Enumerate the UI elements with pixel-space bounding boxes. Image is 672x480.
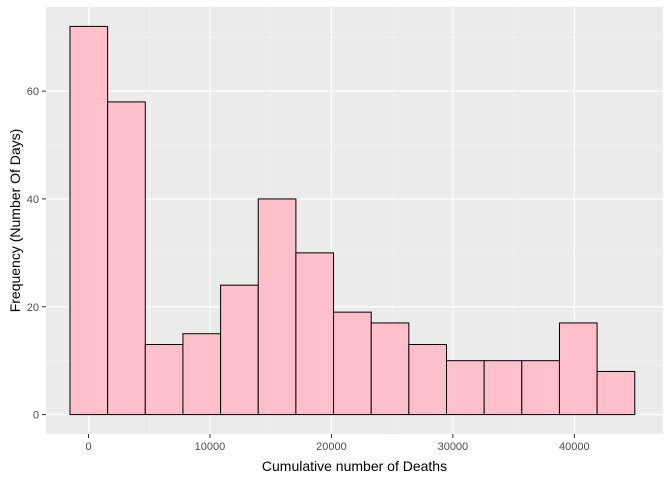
histogram-bar — [521, 360, 560, 416]
histogram-bar — [596, 370, 636, 416]
x-tick-label: 40000 — [559, 441, 590, 453]
histogram-bars — [69, 25, 636, 416]
x-axis: 0 10000 20000 30000 40000 — [85, 434, 590, 453]
y-axis: 0 20 40 60 — [27, 86, 46, 422]
y-tick-label: 40 — [27, 194, 39, 206]
y-tick-label: 0 — [33, 410, 39, 422]
histogram-bar — [446, 360, 485, 416]
histogram-bar — [333, 311, 372, 416]
x-tick-label: 20000 — [316, 441, 347, 453]
x-tick-label: 10000 — [195, 441, 226, 453]
y-axis-title: Frequency (Number Of Days) — [7, 129, 23, 313]
histogram-bar — [295, 252, 335, 416]
x-tick-label: 0 — [85, 441, 91, 453]
histogram-bar — [144, 344, 184, 416]
histogram-bar — [182, 333, 222, 416]
x-tick-label: 30000 — [438, 441, 469, 453]
x-axis-title: Cumulative number of Deaths — [262, 458, 447, 474]
histogram-bar — [483, 360, 523, 416]
histogram-bar — [558, 322, 598, 416]
histogram-bar — [408, 344, 448, 416]
histogram-bar — [370, 322, 410, 416]
histogram-bar — [69, 25, 109, 416]
histogram-bar — [220, 284, 259, 416]
histogram-bar — [107, 101, 146, 416]
y-tick-label: 20 — [27, 302, 39, 314]
histogram-bar — [257, 198, 297, 416]
y-tick-label: 60 — [27, 86, 39, 98]
